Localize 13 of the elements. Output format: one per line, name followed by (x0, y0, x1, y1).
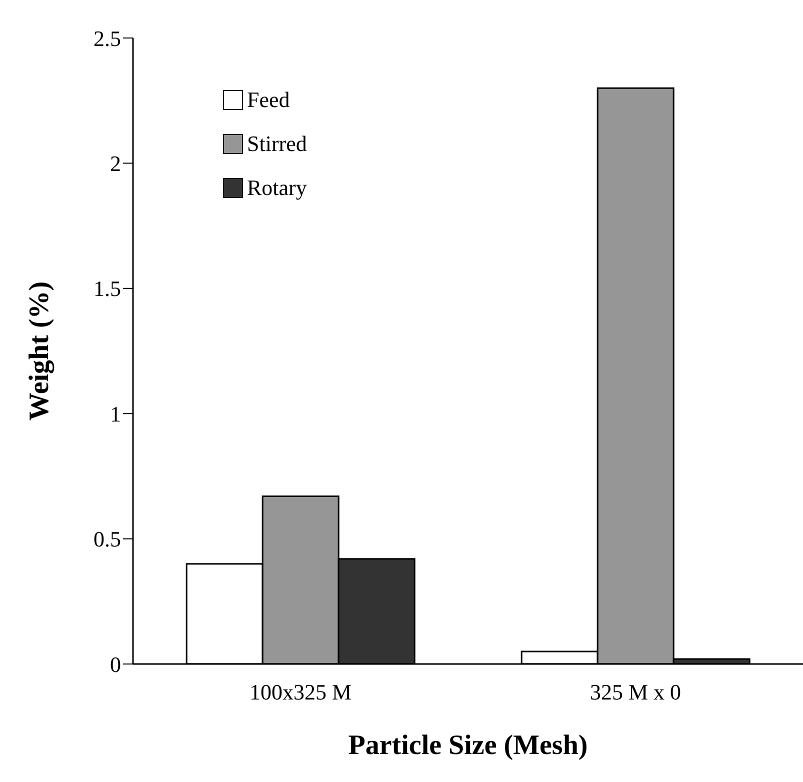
y-tick-label: 2 (110, 151, 121, 176)
y-axis-title: Weight (%) (24, 281, 55, 421)
x-tick-label: 100x325 M (249, 680, 352, 705)
y-tick-label: 0.5 (94, 526, 121, 552)
legend-label: Feed (247, 87, 290, 113)
y-tick-label: 1.5 (94, 276, 121, 302)
x-axis-title: Particle Size (Mesh) (348, 730, 588, 761)
y-tick-label: 0 (110, 652, 121, 677)
y-tick-label: 2.5 (94, 26, 121, 51)
legend-label: Stirred (247, 131, 307, 157)
x-tick-label: 325 M x 0 (590, 680, 682, 705)
legend-label: Rotary (247, 175, 307, 201)
y-tick-label: 1 (110, 401, 121, 426)
